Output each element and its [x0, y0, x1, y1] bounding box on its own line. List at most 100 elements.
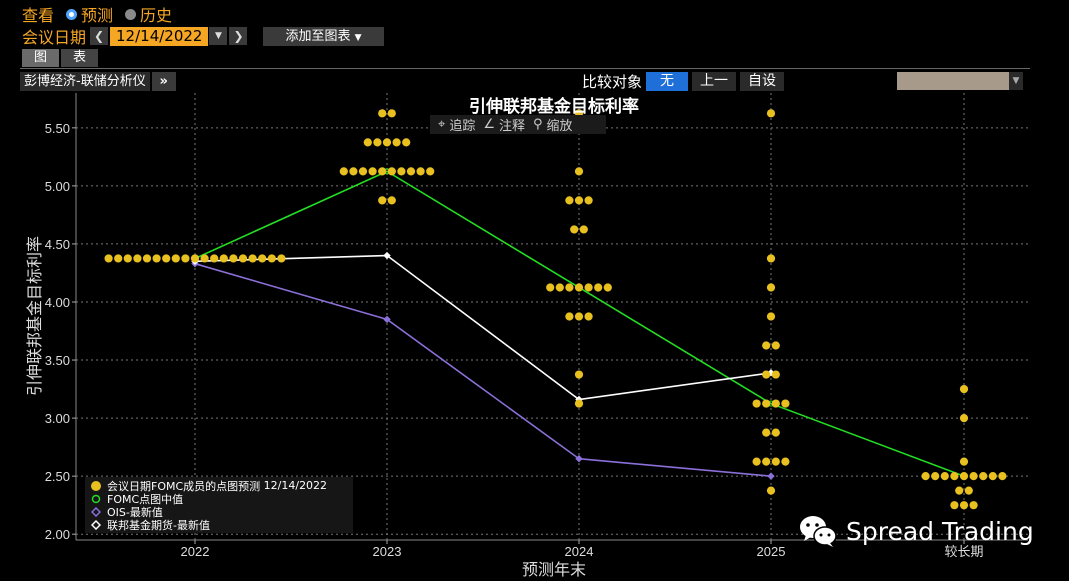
- chart-tools: ⌖ 追踪 ∠ 注释 ⚲ 缩放: [430, 115, 606, 134]
- view-tabs: 图 表: [22, 49, 100, 67]
- compare-group: 比较对象 无 上一 自设: [582, 71, 785, 92]
- fomc-dot: [969, 501, 978, 510]
- fomc-dot: [771, 428, 780, 437]
- add-to-chart-label: 添加至图表: [285, 28, 351, 44]
- fomc-dot: [771, 457, 780, 466]
- expand-icon[interactable]: »: [151, 71, 176, 91]
- fomc-dot: [363, 138, 372, 147]
- x-axis-label: 预测年末: [522, 560, 586, 579]
- fomc-dot: [406, 167, 416, 176]
- fomc-dot: [579, 225, 588, 234]
- fomc-dot: [219, 254, 228, 263]
- fomc-dot: [762, 428, 771, 437]
- y-tick-label: 5.50: [45, 121, 70, 136]
- fomc-dot: [766, 283, 776, 292]
- fomc-dot: [584, 196, 593, 205]
- custom-compare-field[interactable]: [897, 72, 1009, 90]
- chart-dots: [104, 109, 1007, 510]
- fomc-dot: [762, 370, 771, 379]
- legend-label: OIS-最新值: [107, 505, 163, 519]
- annotate-tool[interactable]: 注释: [499, 119, 526, 134]
- fomc-dot: [771, 341, 780, 350]
- fomc-dot: [950, 472, 959, 481]
- x-tick-label: 2022: [181, 544, 210, 559]
- fomc-dot: [584, 312, 593, 321]
- legend-item-futures: 联邦基金期货-最新值: [91, 518, 347, 532]
- fomc-dot: [426, 167, 435, 176]
- fomc-dot: [238, 254, 248, 263]
- source-selector[interactable]: 彭博经济-联储分析仪: [20, 71, 150, 91]
- fomc-dot: [574, 312, 584, 321]
- forecast-radio[interactable]: [66, 8, 78, 20]
- prev-date-button[interactable]: ❮: [90, 27, 109, 45]
- fomc-dot: [979, 472, 988, 481]
- legend-label: 联邦基金期货-最新值: [107, 518, 210, 532]
- fomc-dot: [200, 254, 209, 263]
- fomc-dot: [392, 138, 401, 147]
- fomc-dot: [190, 254, 200, 263]
- track-tool[interactable]: 追踪: [449, 119, 476, 134]
- fomc-dot: [950, 501, 959, 510]
- chart-legend: 会议日期FOMC成员的点图预测 12/14/2022 FOMC点图中值 OIS-…: [85, 477, 353, 533]
- diamond-marker-icon: [91, 519, 101, 530]
- fomc-dot: [142, 254, 152, 263]
- fomc-dot: [574, 167, 584, 176]
- forecast-label[interactable]: 预测: [81, 6, 114, 25]
- fomc-dot: [752, 457, 761, 466]
- add-to-chart-button[interactable]: 添加至图表 ▼: [263, 26, 384, 46]
- watermark: Spread Trading: [798, 514, 1034, 548]
- compare-custom-button[interactable]: 自设: [740, 71, 785, 91]
- meeting-date-bar: 会议日期 ❮ 12/14/2022 ▼ ❯ 添加至图表 ▼: [22, 25, 384, 47]
- magnifier-icon[interactable]: ⚲: [533, 117, 543, 132]
- fomc-dot: [931, 472, 940, 481]
- tab-chart[interactable]: 图: [22, 49, 60, 67]
- fomc-dot: [766, 109, 776, 118]
- futures-line: [194, 254, 772, 401]
- compare-none-button[interactable]: 无: [646, 71, 689, 91]
- y-tick-label: 2.00: [45, 527, 70, 542]
- crosshair-icon[interactable]: ⌖: [438, 117, 446, 132]
- fomc-dot: [123, 254, 132, 263]
- fomc-dot: [267, 254, 276, 263]
- next-date-button[interactable]: ❯: [229, 27, 248, 45]
- date-dropdown-icon[interactable]: ▼: [209, 27, 228, 45]
- ois-line-point: [767, 472, 775, 480]
- fomc-dot: [133, 254, 142, 263]
- fomc-dot: [955, 486, 964, 495]
- fomc-dot: [555, 283, 564, 292]
- history-radio[interactable]: [125, 8, 137, 20]
- fomc-dot: [574, 196, 584, 205]
- fomc-dot: [378, 196, 387, 205]
- view-label: 查看: [22, 6, 55, 25]
- chevron-down-icon[interactable]: ▼: [1009, 72, 1023, 90]
- fomc-dot: [781, 399, 790, 408]
- diamond-marker-icon: [91, 506, 101, 517]
- fomc-dot: [358, 167, 368, 176]
- fomc-dot: [368, 167, 377, 176]
- fomc-dot: [171, 254, 180, 263]
- fomc-dot: [959, 472, 969, 481]
- zoom-tool[interactable]: 缩放: [546, 119, 573, 134]
- y-tick-label: 3.00: [45, 411, 70, 426]
- fomc-dot: [959, 457, 969, 466]
- fomc-dot: [546, 283, 555, 292]
- meeting-date-field[interactable]: 12/14/2022: [110, 26, 209, 46]
- compare-previous-button[interactable]: 上一: [692, 71, 737, 91]
- legend-label: 会议日期FOMC成员的点图预测: [107, 479, 261, 493]
- wechat-icon: [800, 516, 837, 547]
- tab-table[interactable]: 表: [61, 49, 99, 67]
- fomc-dot: [771, 399, 780, 408]
- history-label[interactable]: 历史: [140, 6, 173, 25]
- fomc-dot: [570, 225, 579, 234]
- y-tick-label: 2.50: [45, 469, 70, 484]
- chevron-down-icon: ▼: [354, 32, 362, 43]
- fomc-dot: [603, 283, 612, 292]
- fomc-dot: [584, 283, 593, 292]
- fomc-dot: [181, 254, 190, 263]
- pencil-icon[interactable]: ∠: [483, 117, 495, 132]
- fomc-dot: [921, 472, 930, 481]
- ois-line-point: [575, 455, 583, 463]
- fomc-dot: [416, 167, 425, 176]
- fomc-dot: [565, 312, 574, 321]
- fomc-dot: [940, 472, 949, 481]
